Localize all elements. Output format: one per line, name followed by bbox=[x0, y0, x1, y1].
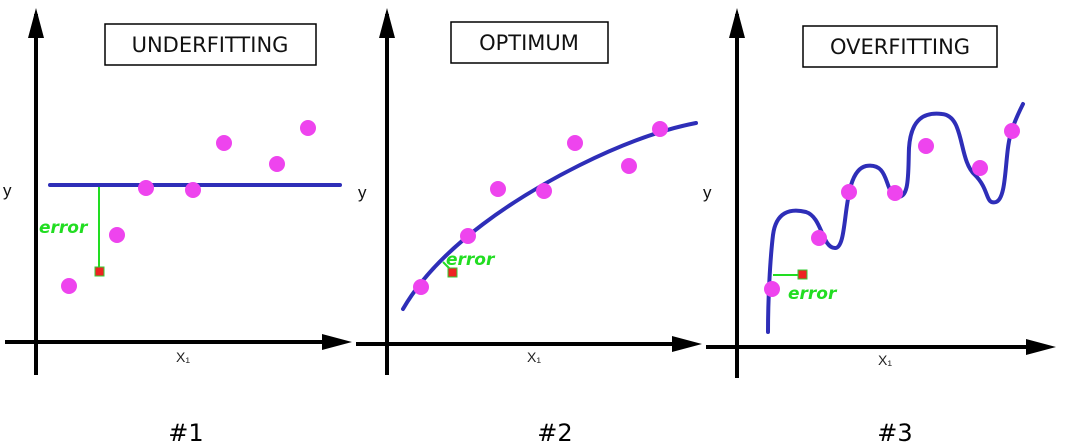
data-point bbox=[536, 183, 552, 199]
panel-underfitting: UNDERFITTING y X₁ error #1 bbox=[3, 8, 352, 447]
data-point bbox=[138, 180, 154, 196]
x-axis-arrow-icon bbox=[1026, 339, 1056, 355]
data-point bbox=[567, 135, 583, 151]
data-point bbox=[216, 135, 232, 151]
test-point bbox=[94, 266, 105, 277]
data-point bbox=[269, 156, 285, 172]
title-box-underfitting bbox=[104, 23, 317, 66]
title-overfitting: OVERFITTING bbox=[830, 35, 970, 59]
data-point bbox=[460, 228, 476, 244]
y-axis-arrow-icon bbox=[729, 8, 745, 38]
data-point bbox=[972, 160, 988, 176]
data-point bbox=[621, 158, 637, 174]
y-axis-label: y bbox=[3, 181, 12, 200]
caption-3: #3 bbox=[877, 419, 912, 447]
caption-2: #2 bbox=[537, 419, 572, 447]
x-axis-label: X₁ bbox=[176, 349, 190, 365]
fit-curve bbox=[766, 102, 1025, 334]
data-point bbox=[652, 121, 668, 137]
caption-1: #1 bbox=[168, 419, 203, 447]
x-axis-label: X₁ bbox=[878, 352, 892, 368]
title-optimum: OPTIMUM bbox=[479, 31, 579, 55]
data-point bbox=[109, 227, 125, 243]
data-point bbox=[61, 278, 77, 294]
x-axis-arrow-icon bbox=[322, 334, 352, 350]
data-point bbox=[1004, 123, 1020, 139]
panel-optimum: OPTIMUM y X₁ error #2 bbox=[356, 8, 702, 447]
y-axis-arrow-icon bbox=[28, 8, 44, 38]
y-axis-arrow-icon bbox=[379, 8, 395, 38]
error-label: error bbox=[788, 284, 838, 304]
test-point bbox=[447, 267, 458, 278]
title-box-overfitting bbox=[802, 25, 998, 68]
data-point bbox=[841, 184, 857, 200]
error-label: error bbox=[39, 218, 89, 238]
data-point bbox=[887, 185, 903, 201]
data-point bbox=[918, 138, 934, 154]
title-underfitting: UNDERFITTING bbox=[132, 33, 289, 57]
fit-curve bbox=[401, 121, 698, 311]
data-point bbox=[811, 230, 827, 246]
error-label: error bbox=[446, 250, 496, 270]
data-point bbox=[185, 182, 201, 198]
data-point bbox=[300, 120, 316, 136]
panel-overfitting: OVERFITTING y X₁ error #3 bbox=[703, 8, 1056, 447]
title-box-optimum bbox=[450, 21, 609, 64]
data-point bbox=[490, 181, 506, 197]
test-point bbox=[797, 269, 808, 280]
x-axis-arrow-icon bbox=[672, 336, 702, 352]
data-point bbox=[764, 281, 780, 297]
y-axis-label: y bbox=[703, 183, 712, 202]
y-axis-label: y bbox=[358, 183, 367, 202]
data-point bbox=[413, 279, 429, 295]
x-axis-label: X₁ bbox=[527, 349, 541, 365]
